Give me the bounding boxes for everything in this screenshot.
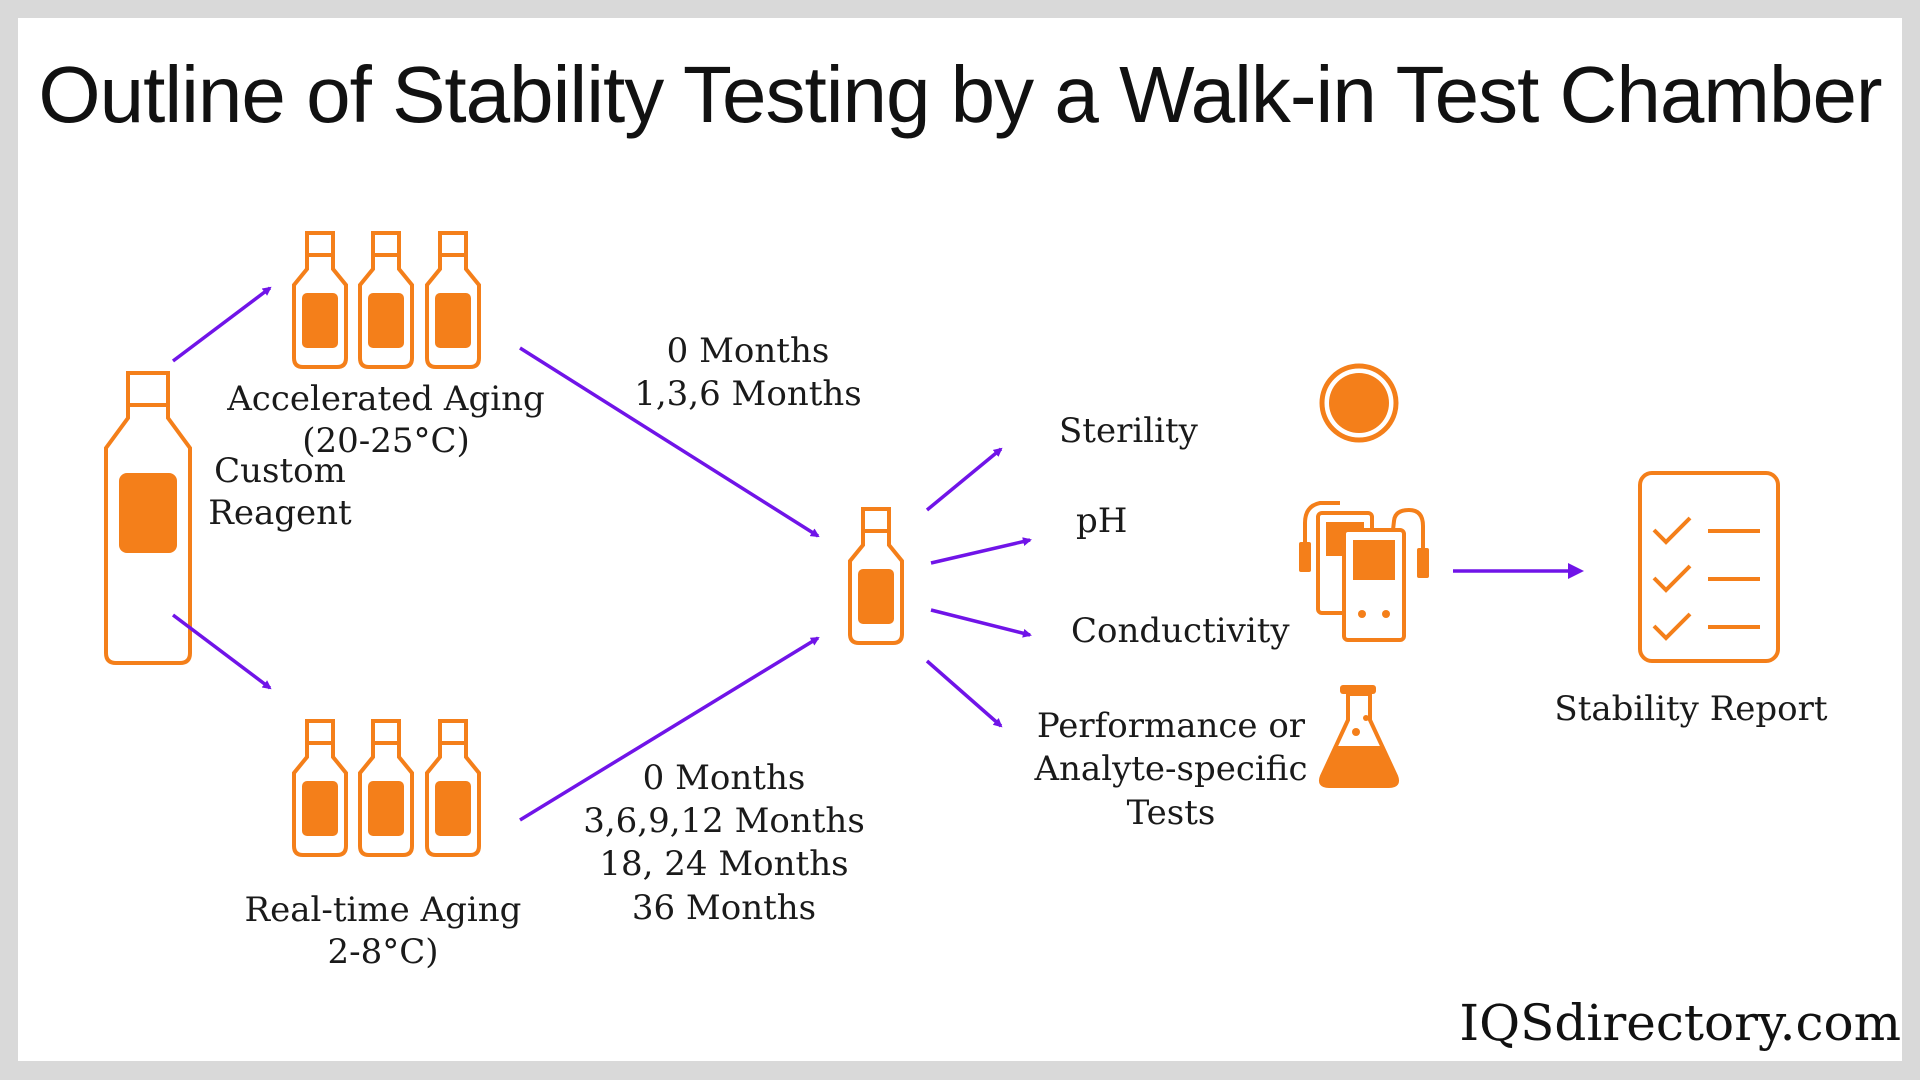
upper-schedule-line1: 0 Months [667, 331, 830, 371]
custom-reagent-bottle-icon [104, 371, 192, 665]
test-performance-line2: Analyte-specific [1033, 749, 1307, 789]
realtime-label-line2: 2-8°C) [327, 932, 438, 972]
stability-report-label: Stability Report [1554, 689, 1827, 729]
arrow-realtime-to-sample [519, 636, 820, 822]
arrow-to-conductivity [930, 608, 1032, 638]
sample-bottle-icon [848, 507, 904, 645]
accelerated-bottles-icon [292, 231, 481, 369]
realtime-bottles-icon [292, 719, 481, 857]
custom-reagent-label-line2: Reagent [208, 493, 352, 533]
accelerated-label-line2: (20-25°C) [302, 421, 470, 461]
test-performance-line3: Tests [1127, 793, 1216, 833]
test-conductivity-label: Conductivity [1071, 611, 1290, 651]
conductivity-meter-icon [1299, 501, 1429, 642]
petri-dish-icon [1319, 363, 1399, 443]
realtime-label-line1: Real-time Aging [245, 890, 522, 930]
arrow-accelerated-to-sample [519, 346, 820, 538]
lower-schedule-line4: 36 Months [632, 888, 816, 928]
custom-reagent-label-line1: Custom [214, 451, 346, 491]
lower-schedule-line1: 0 Months [643, 758, 806, 798]
upper-schedule-line2: 1,3,6 Months [634, 374, 862, 414]
lower-schedule-line2: 3,6,9,12 Months [583, 801, 865, 841]
brand-watermark: IQSdirectory.com [1459, 994, 1901, 1052]
test-ph-label: pH [1076, 501, 1127, 541]
arrow-to-performance [925, 659, 1003, 728]
accelerated-label-line1: Accelerated Aging [226, 379, 545, 419]
arrow-to-sterility [925, 447, 1003, 512]
lower-schedule-line3: 18, 24 Months [599, 844, 848, 884]
page-title: Outline of Stability Testing by a Walk-i… [38, 50, 1882, 139]
arrow-to-accelerated [171, 286, 272, 363]
test-performance-line1: Performance or [1037, 706, 1306, 746]
diagram-canvas: Outline of Stability Testing by a Walk-i… [18, 18, 1902, 1061]
arrow-to-ph [930, 537, 1032, 565]
test-sterility-label: Sterility [1059, 411, 1199, 451]
flask-icon [1318, 685, 1400, 788]
arrow-to-realtime [171, 613, 272, 690]
report-checklist-icon [1638, 471, 1780, 663]
